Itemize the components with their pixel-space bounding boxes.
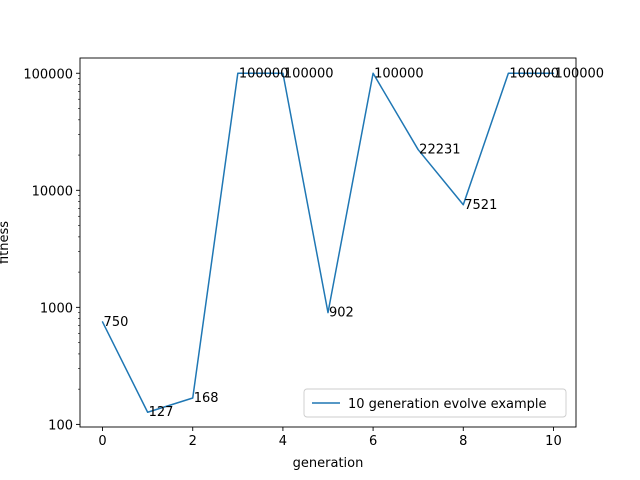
x-tick-label: 2 (189, 434, 197, 449)
axes-frame (79, 57, 577, 428)
data-label: 750 (104, 315, 129, 330)
legend-label: 10 generation evolve example (348, 397, 547, 412)
data-label: 22231 (419, 143, 460, 158)
plot-background (80, 58, 576, 427)
y-tick-label: 100000 (23, 67, 73, 82)
legend: 10 generation evolve example (303, 388, 567, 418)
x-tick-label: 6 (369, 434, 377, 449)
data-label: 100000 (284, 66, 334, 81)
x-tick-label: 4 (279, 434, 287, 449)
x-axis-label: generation (293, 456, 364, 471)
x-tick-label: 8 (459, 434, 467, 449)
data-label: 100000 (554, 66, 604, 81)
data-label: 100000 (239, 66, 289, 81)
y-axis-label: fitness (0, 221, 12, 264)
axes: 0 2 4 6 8 10 100 1000 10000 100000 generation fitne… (0, 57, 577, 471)
data-label: 7521 (464, 198, 497, 213)
series-layer (101, 72, 555, 413)
x-tick-label: 0 (98, 434, 106, 449)
y-tick-label: 10000 (32, 184, 73, 199)
data-label: 100000 (509, 66, 559, 81)
data-label: 100000 (374, 66, 424, 81)
data-label: 127 (149, 405, 174, 420)
data-label: 902 (329, 306, 354, 321)
legend-box (303, 388, 567, 418)
data-label: 168 (194, 391, 219, 406)
plot-area (80, 58, 576, 427)
y-tick-label: 1000 (40, 301, 73, 316)
series-line (101, 72, 555, 413)
y-tick-label: 100 (48, 418, 73, 433)
x-tick-label: 10 (545, 434, 562, 449)
data-labels: 7501271681000001000009021000002223175211… (104, 66, 605, 420)
